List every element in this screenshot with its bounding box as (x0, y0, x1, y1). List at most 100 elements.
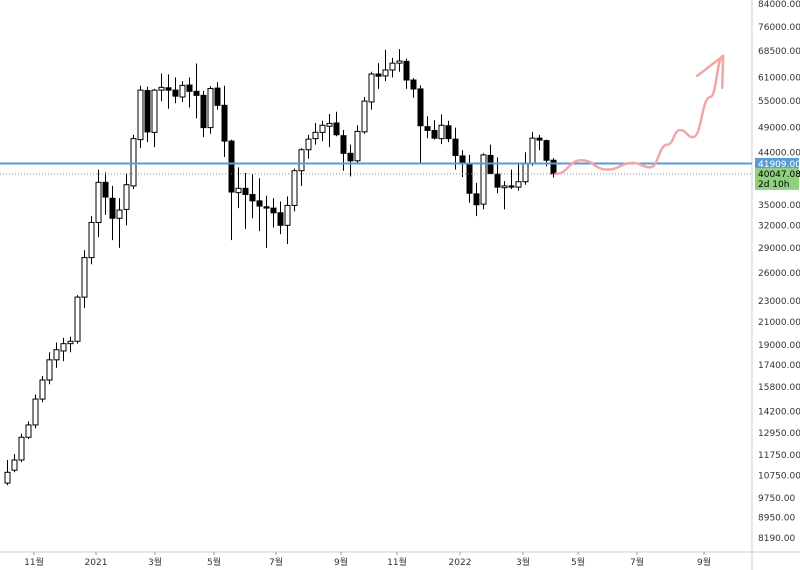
price-tick-label: 23000.00 (758, 297, 800, 307)
candle-body-up (88, 221, 95, 259)
candle-body-up (53, 349, 60, 361)
candle-body-up (158, 86, 165, 91)
candle (368, 71, 375, 110)
candle (144, 86, 151, 143)
candle (333, 111, 340, 137)
price-axis[interactable]: 84000.00 76000.00 68500.00 61000.00 55000.00… (755, 0, 800, 544)
candle (123, 173, 130, 226)
candle-body-down (473, 193, 480, 206)
candle-body-down (466, 163, 473, 194)
candle (193, 63, 200, 119)
candle (466, 154, 473, 203)
candle (256, 178, 263, 232)
candle-body-up (354, 130, 361, 162)
candle (53, 342, 60, 368)
candle (11, 454, 18, 473)
candle-body-up (396, 60, 403, 64)
candle (543, 139, 550, 167)
candle (95, 169, 102, 238)
candle-body-up (81, 257, 88, 298)
price-tick-label: 9750.00 (758, 494, 795, 504)
candle (284, 196, 291, 244)
candle (137, 85, 144, 149)
candle (88, 216, 95, 265)
price-tick-label: 10750.00 (758, 471, 800, 481)
candle (102, 172, 109, 215)
price-tick-label: 35000.00 (758, 201, 800, 211)
price-tick-label: 19000.00 (758, 341, 800, 351)
candle (228, 139, 235, 241)
price-tick-label: 12950.00 (758, 429, 800, 439)
candle (487, 144, 494, 175)
candle (515, 162, 522, 191)
time-tick-label: 3월 (148, 556, 162, 568)
candle (501, 181, 508, 210)
candle-body-down (375, 73, 382, 77)
candle (438, 114, 445, 145)
time-tick-label: 7월 (630, 556, 644, 568)
candle (319, 120, 326, 142)
candle-body-down (410, 79, 417, 90)
time-axis[interactable]: 11월 2021 3월 5월 7월 9월 11월 2022 3월 5월 7월 9월 (24, 552, 711, 568)
time-tick-label: 3월 (516, 556, 530, 568)
price-tick-label: 32000.00 (758, 221, 800, 231)
current-price-label: 40047.08 (758, 170, 800, 180)
candle (207, 86, 214, 134)
candle (81, 250, 88, 309)
candle-body-down (340, 135, 347, 154)
candle-body-up (18, 436, 25, 461)
candle-body-down (186, 84, 193, 92)
time-tick-label: 9월 (697, 556, 711, 568)
price-tick-label: 61000.00 (758, 73, 800, 83)
candle-body-up (95, 181, 102, 223)
time-tick-label: 7월 (269, 556, 283, 568)
price-tick-label: 14200.00 (758, 408, 800, 418)
candle-body-down (417, 88, 424, 127)
candle-body-down (494, 173, 501, 188)
candle-body-up (368, 73, 375, 103)
candle-body-down (550, 159, 557, 175)
price-tick-label: 26000.00 (758, 269, 800, 279)
candle-body-up (123, 184, 130, 210)
candle-body-up (298, 149, 305, 172)
candle-body-down (263, 206, 270, 209)
candle-body-down (144, 90, 151, 133)
candle (263, 195, 270, 248)
candle (529, 131, 536, 166)
time-tick-label: 11월 (387, 556, 407, 568)
candle (109, 185, 116, 241)
candle-body-down (277, 212, 284, 226)
price-tick-label: 44000.00 (758, 148, 800, 158)
candle (249, 173, 256, 219)
candle-body-up (4, 471, 11, 484)
candle (354, 125, 361, 163)
candle (431, 120, 438, 140)
candle (389, 57, 396, 78)
candle-body-down (102, 181, 109, 198)
projection-drawing[interactable] (554, 54, 725, 176)
candle (473, 182, 480, 217)
price-tick-label: 8190.00 (758, 534, 795, 544)
candle (347, 144, 354, 177)
candle-body-down (200, 94, 207, 129)
candle (326, 113, 333, 148)
candle-body-up (11, 459, 18, 471)
candle-body-down (172, 89, 179, 97)
candle (235, 167, 242, 209)
candle-body-up (305, 138, 312, 151)
candle-body-up (438, 124, 445, 140)
price-tick-label: 29000.00 (758, 244, 800, 254)
candle (340, 129, 347, 171)
candle (382, 49, 389, 82)
candle (424, 116, 431, 139)
candle-body-up (361, 100, 368, 133)
current-price-badge (755, 167, 799, 190)
candle (60, 337, 67, 362)
candle-body-up (130, 138, 137, 187)
candle (186, 77, 193, 108)
candle (375, 63, 382, 89)
price-tick-label: 76000.00 (758, 23, 800, 33)
